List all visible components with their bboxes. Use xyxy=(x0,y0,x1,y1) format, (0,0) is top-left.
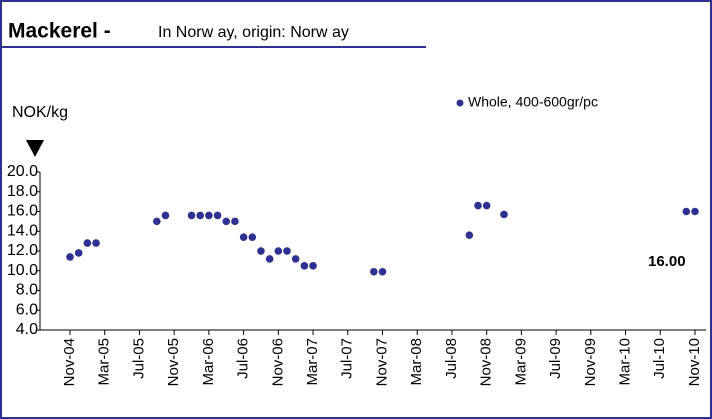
point xyxy=(378,267,387,276)
point xyxy=(474,201,482,210)
point xyxy=(83,239,92,247)
point xyxy=(239,233,248,241)
point xyxy=(213,211,222,220)
legend-label: Whole, 400-600gr/pc xyxy=(468,94,598,110)
x-tick-label: Mar-09 xyxy=(512,338,529,386)
y-tick-label: 8.0 xyxy=(16,282,38,299)
point xyxy=(370,267,378,276)
point xyxy=(248,233,257,241)
x-tick-label: Nov-04 xyxy=(61,338,78,386)
y-tick-label: 10.0 xyxy=(7,262,38,279)
point xyxy=(465,231,474,239)
point xyxy=(691,207,699,216)
y-tick-label: 4.0 xyxy=(16,321,38,338)
y-tick-label: 12.0 xyxy=(7,242,38,259)
x-tick-label: Nov-06 xyxy=(269,338,286,386)
x-tick-label: Nov-08 xyxy=(478,338,495,386)
point xyxy=(161,211,170,220)
x-tick-label: Mar-05 xyxy=(96,338,113,386)
point xyxy=(274,247,283,255)
point xyxy=(482,201,491,210)
y-tick-label: 20.0 xyxy=(7,163,38,180)
x-tick-label: Jul-09 xyxy=(547,338,564,379)
annotation: 16.00 xyxy=(648,253,686,270)
axis-arrow xyxy=(26,140,44,157)
point xyxy=(300,262,309,270)
x-tick-label: Jul-05 xyxy=(130,338,147,379)
point xyxy=(196,211,205,220)
point xyxy=(265,255,274,263)
x-tick-label: Jul-10 xyxy=(651,338,668,379)
x-tick-label: Jul-08 xyxy=(443,338,460,379)
point xyxy=(153,217,161,226)
x-tick-label: Mar-08 xyxy=(408,338,425,386)
y-tick-label: 14.0 xyxy=(7,222,38,239)
y-tick-label: 18.0 xyxy=(7,183,38,200)
legend-marker xyxy=(456,99,464,107)
x-tick-label: Mar-06 xyxy=(200,338,217,386)
point xyxy=(283,247,291,255)
point xyxy=(187,211,196,220)
x-tick-label: Nov-10 xyxy=(686,338,703,386)
point xyxy=(92,239,100,247)
x-tick-label: Nov-07 xyxy=(373,338,390,386)
point xyxy=(309,262,317,270)
x-tick-label: Nov-09 xyxy=(582,338,599,386)
chart-subtitle: In Norw ay, origin: Norw ay xyxy=(158,24,349,41)
x-tick-label: Jul-06 xyxy=(235,338,252,379)
point xyxy=(231,217,239,226)
y-axis-label: NOK/kg xyxy=(12,104,68,121)
point xyxy=(682,207,691,216)
x-tick-label: Jul-07 xyxy=(339,338,356,379)
chart-title: Mackerel - xyxy=(8,20,111,43)
point xyxy=(500,210,508,219)
x-tick-label: Nov-05 xyxy=(165,338,182,386)
point xyxy=(222,217,231,226)
x-tick-label: Mar-10 xyxy=(617,338,634,386)
point xyxy=(66,253,74,261)
point xyxy=(74,249,83,257)
y-tick-label: 6.0 xyxy=(16,301,38,318)
x-tick-label: Mar-07 xyxy=(304,338,321,386)
point xyxy=(205,211,213,220)
point xyxy=(257,247,265,255)
point xyxy=(291,255,300,263)
y-tick-label: 16.0 xyxy=(7,203,38,220)
